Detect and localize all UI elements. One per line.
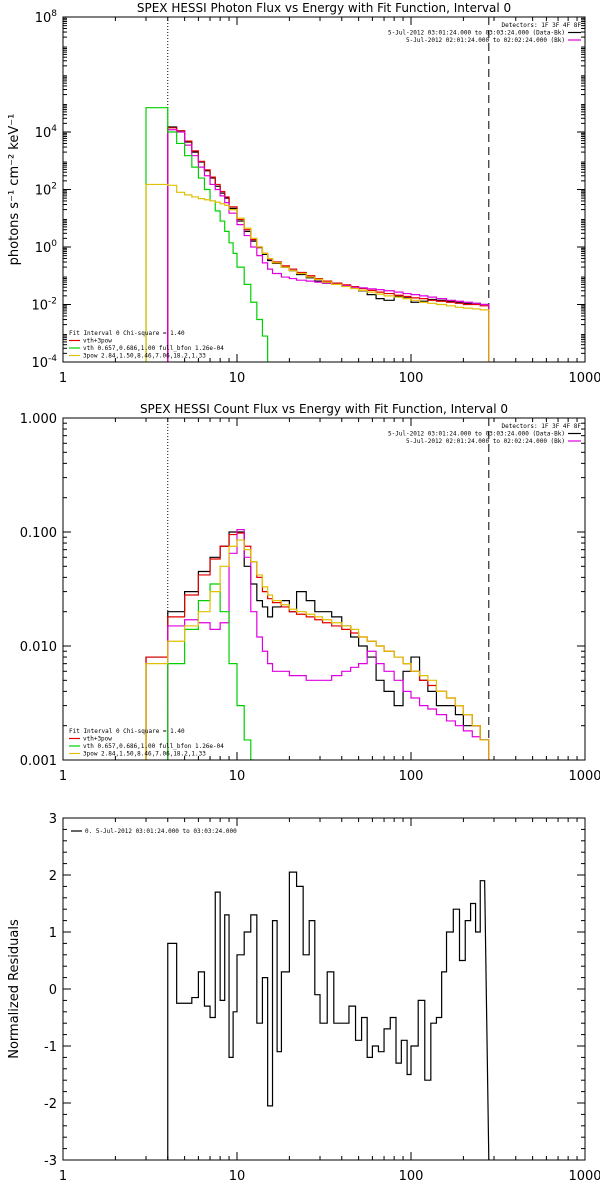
y-tick-label: 0.010	[20, 640, 57, 655]
x-tick-label: 1000	[568, 1169, 600, 1184]
legend-bottom-left-text: 3pow 2.84,1.50,8.46,7.06,18.2,1.33	[83, 353, 206, 360]
legend-top-right-text: 5-Jul-2012 02:01:24.000 to 02:02:24.000 …	[406, 438, 565, 445]
legend-bottom-left-text: Fit Interval 0 Chi-square = 1.40	[69, 330, 185, 337]
y-tick-label: 104	[35, 124, 58, 141]
chart-1: SPEX HESSI Count Flux vs Energy with Fit…	[20, 402, 600, 784]
series-group	[145, 107, 490, 362]
x-tick-label: 1000	[568, 371, 600, 386]
y-axis-label: photons s⁻¹ cm⁻² keV⁻¹	[7, 114, 22, 266]
legend-top-left-text: 0. 5-Jul-2012 03:01:24.000 to 03:03:24.0…	[85, 828, 237, 835]
series-3pow	[145, 183, 490, 362]
chart-2: Normalized Residuals 1 10 100 1000 -3 -2 -1 0 1 2 3…	[7, 812, 600, 1184]
series-3pow	[145, 539, 490, 760]
y-tick-exponent: 4	[51, 124, 57, 134]
series-Bk	[167, 129, 490, 362]
series-vth+3pow	[167, 127, 490, 362]
y-tick-label: 10-4	[31, 354, 57, 371]
x-tick-label: 100	[399, 371, 424, 386]
series-Bk	[167, 528, 490, 760]
y-tick-label: 0.001	[20, 754, 57, 769]
y-tick-label: 102	[35, 182, 57, 199]
y-tick-exponent: 2	[51, 182, 57, 192]
y-tick-label: -1	[44, 1040, 57, 1055]
x-tick-label: 1	[59, 1169, 67, 1184]
legend-bottom-left-text: 3pow 2.84,1.50,8.46,7.06,18.2,1.33	[83, 751, 206, 758]
y-tick-exponent: -2	[48, 297, 57, 307]
chart-title: SPEX HESSI Photon Flux vs Energy with Fi…	[137, 1, 511, 15]
legend-bottom-left-text: Fit Interval 0 Chi-square = 1.40	[69, 728, 185, 735]
y-tick-label: 1.000	[20, 412, 57, 427]
y-tick-label: 0	[49, 983, 57, 998]
x-tick-label: 1	[59, 371, 67, 386]
y-tick-exponent: 0	[51, 239, 57, 249]
legend-bottom-left-text: vth+3pow	[83, 736, 112, 743]
legend-top-right-text: Detectors: 1F 3F 4F 8F	[502, 423, 582, 430]
y-tick-label: -2	[44, 1097, 57, 1112]
y-tick-label: 0.100	[20, 526, 57, 541]
legend-bottom-left-text: vth 0.657,0.686,1.00 full_bfon 1.26e-04	[83, 345, 224, 352]
series-group	[145, 528, 490, 760]
plot-frame	[62, 817, 586, 1161]
plot-frame	[62, 417, 586, 761]
y-tick-label: 100	[35, 239, 58, 256]
x-tick-label: 10	[229, 1169, 246, 1184]
chart-0: SPEX HESSI Photon Flux vs Energy with Fi…	[7, 1, 600, 386]
x-tick-label: 100	[399, 769, 424, 784]
plot-frame	[62, 16, 586, 363]
y-axis-label: Normalized Residuals	[7, 919, 22, 1059]
legend-top-right-text: 5-Jul-2012 03:01:24.000 to 03:03:24.000 …	[388, 30, 565, 37]
series-vth	[145, 107, 269, 362]
series-group	[167, 871, 490, 1160]
y-tick-exponent: -4	[48, 354, 57, 364]
x-tick-label: 10	[229, 371, 246, 386]
legend-top-right-text: Detectors: 1F 3F 4F 8F	[502, 22, 582, 29]
chart-title: SPEX HESSI Count Flux vs Energy with Fit…	[140, 402, 508, 416]
legend-top-right-text: 5-Jul-2012 03:01:24.000 to 03:03:24.000 …	[388, 431, 565, 438]
series-data	[167, 126, 490, 362]
y-tick-label: -3	[44, 1154, 57, 1169]
series-vth+3pow	[145, 532, 490, 760]
y-tick-exponent: 8	[51, 9, 57, 19]
legend-top-right-text: 5-Jul-2012 02:01:24.000 to 02:02:24.000 …	[406, 37, 565, 44]
series-data	[145, 531, 490, 760]
y-tick-label: 3	[49, 812, 57, 827]
x-tick-label: 10	[229, 769, 246, 784]
series-residuals	[167, 871, 490, 1160]
legend-bottom-left-text: vth 0.657,0.686,1.00 full_bfon 1.26e-04	[83, 743, 224, 750]
y-tick-label: 1	[49, 926, 57, 941]
legend-bottom-left-text: vth+3pow	[83, 338, 112, 345]
y-tick-label: 10-2	[31, 297, 57, 314]
x-tick-label: 1000	[568, 769, 600, 784]
y-tick-label: 108	[35, 9, 58, 26]
y-tick-label: 2	[49, 869, 57, 884]
x-tick-label: 1	[59, 769, 67, 784]
x-tick-label: 100	[399, 1169, 424, 1184]
